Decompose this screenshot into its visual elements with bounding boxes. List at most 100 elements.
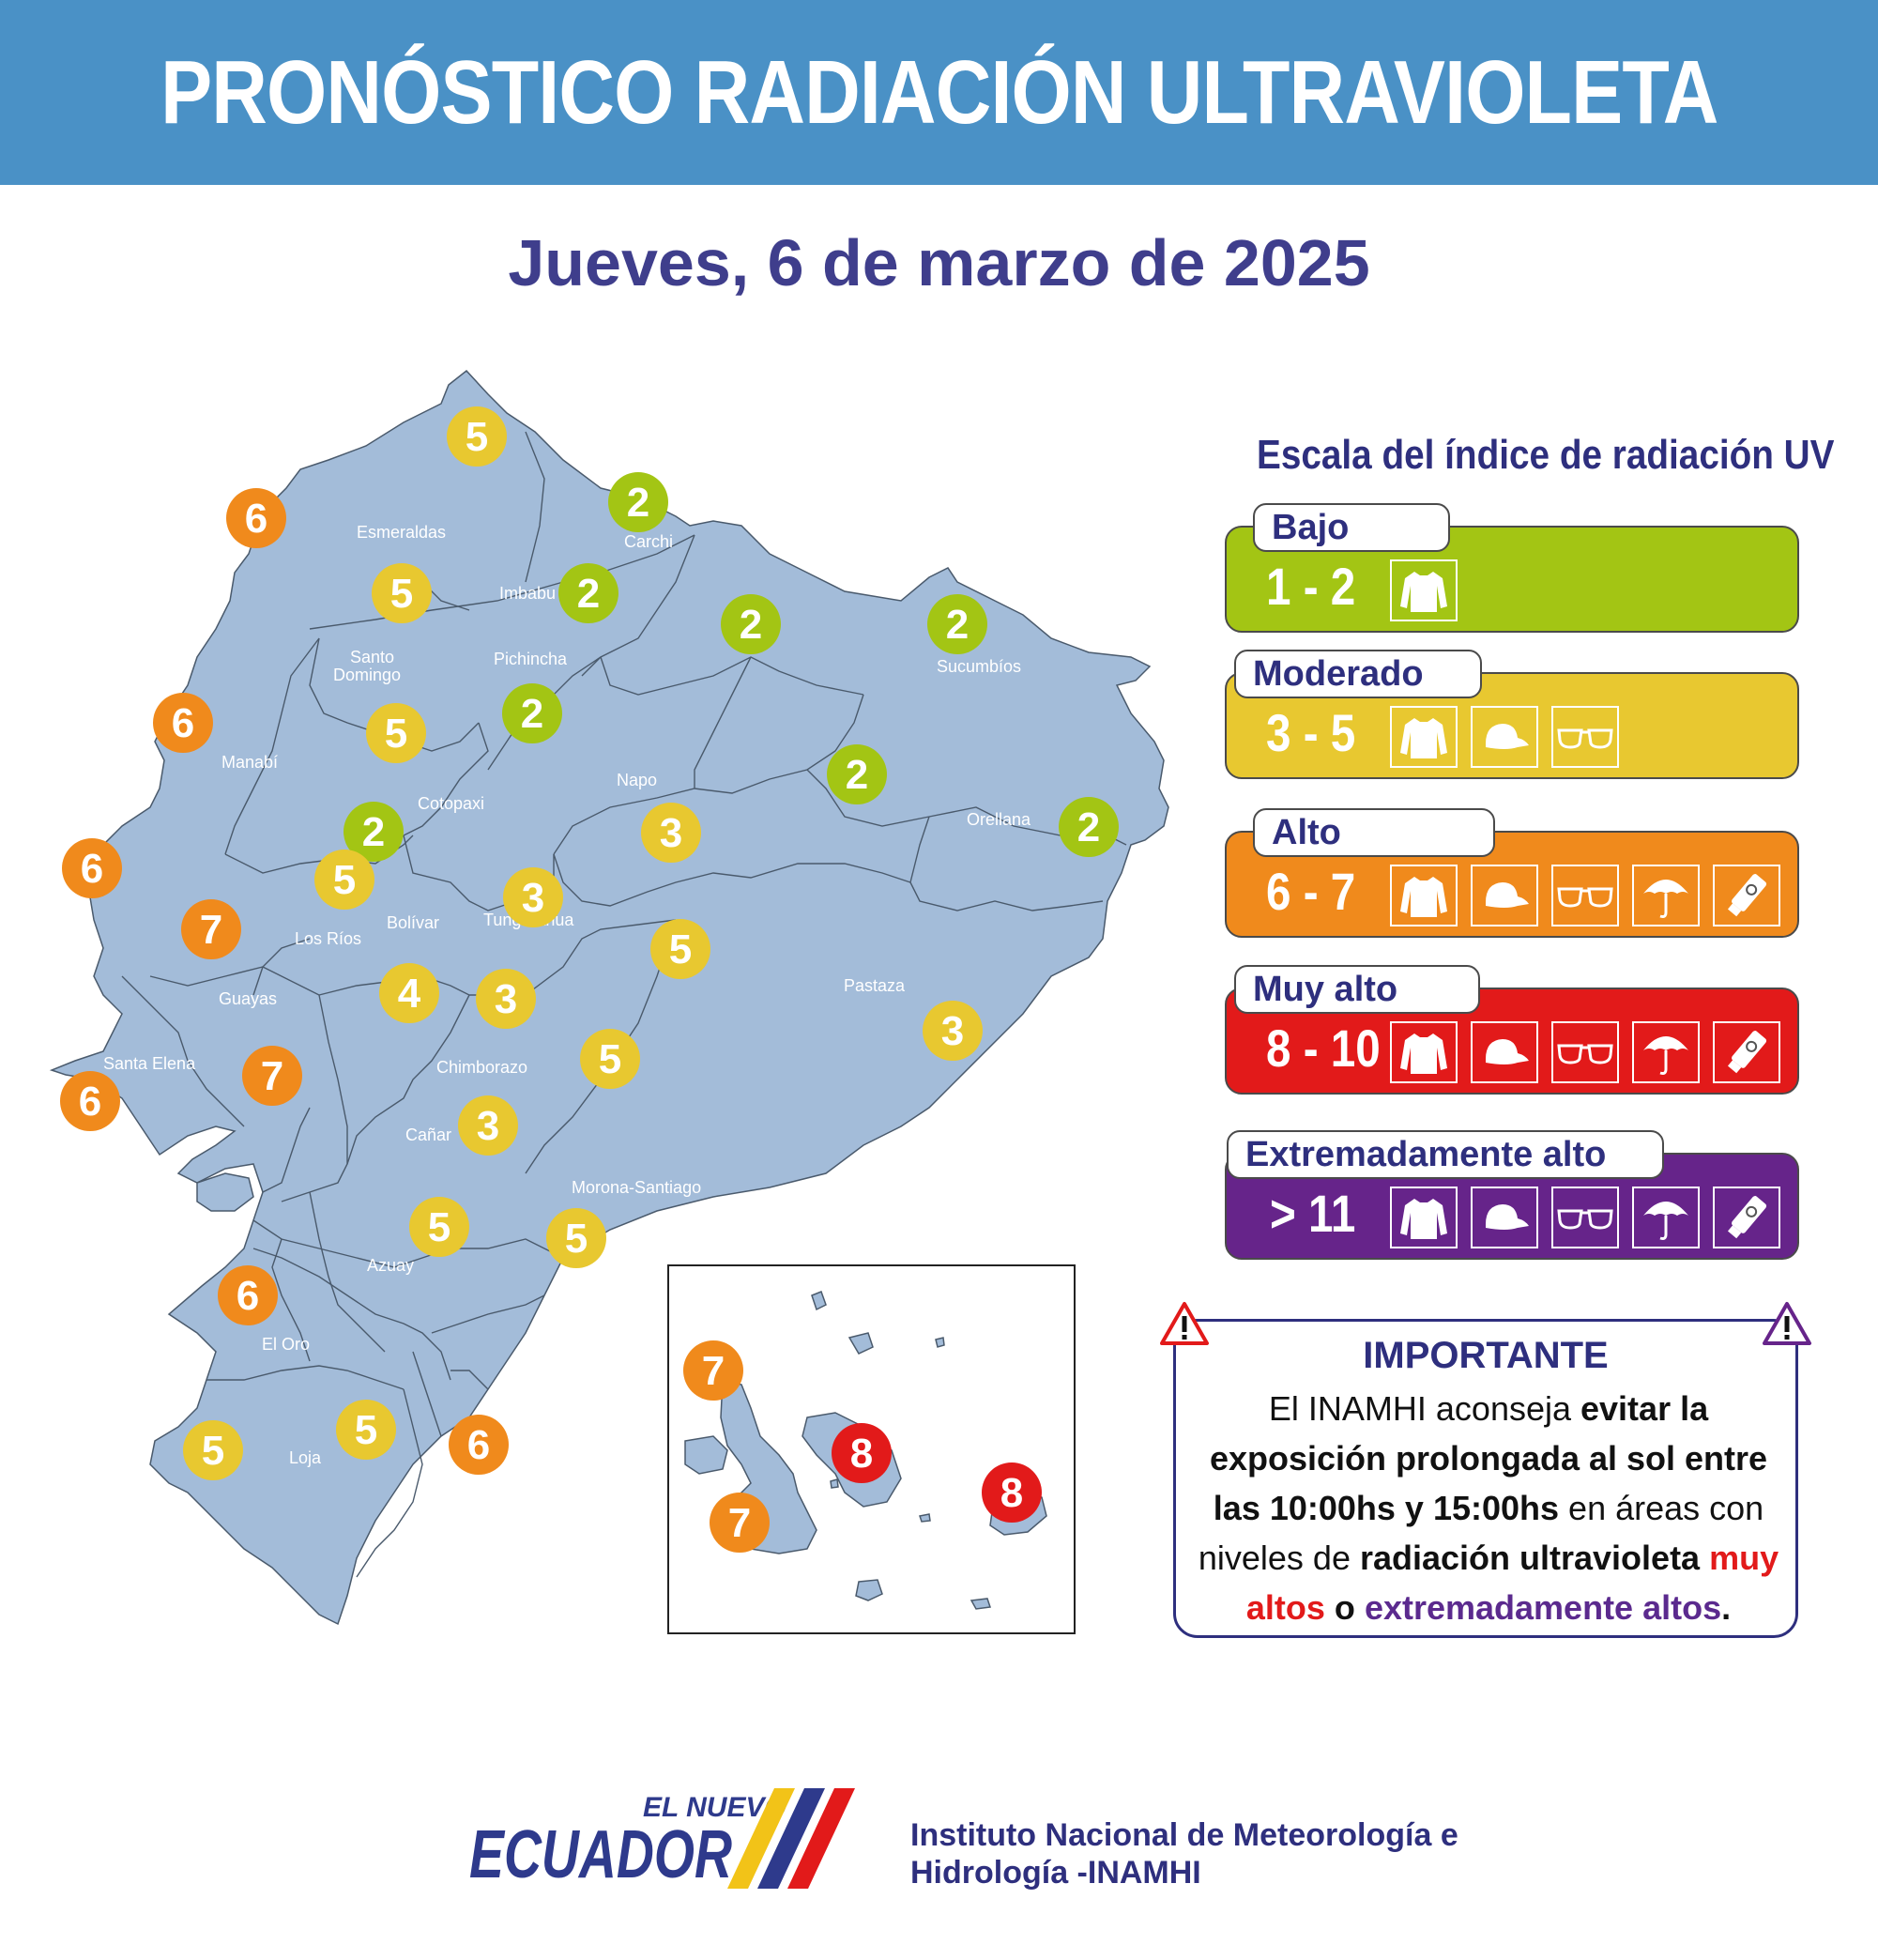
map-label: Azuay	[367, 1256, 414, 1275]
uv-marker: 2	[608, 472, 668, 532]
cap-icon	[1471, 706, 1538, 768]
uv-marker: 5	[447, 406, 507, 467]
uv-marker-circle	[982, 1462, 1042, 1523]
uv-marker-value: 8	[850, 1431, 873, 1477]
uv-marker-circle	[927, 594, 987, 654]
uv-marker: 3	[458, 1095, 518, 1156]
uv-marker-value: 7	[200, 907, 222, 953]
uv-marker-circle	[923, 1001, 983, 1061]
uv-marker-value: 2	[740, 602, 762, 648]
uv-marker-circle	[580, 1029, 640, 1089]
uv-marker-circle	[366, 703, 426, 763]
notice-bold-text: o	[1334, 1588, 1355, 1627]
uv-marker-value: 5	[333, 857, 356, 903]
uv-level-name: Muy alto	[1234, 965, 1480, 1014]
uv-marker: 3	[923, 1001, 983, 1061]
uv-marker-value: 6	[81, 846, 103, 892]
province-labels: Esmeraldas Carchi Imbabu Santo Domingo P…	[103, 523, 1031, 1538]
institute-line: Instituto Nacional de Meteorología e	[910, 1817, 1458, 1853]
cap-icon	[1471, 1021, 1538, 1083]
umbrella-icon	[1632, 1187, 1700, 1248]
uv-marker-value: 6	[237, 1273, 259, 1319]
uv-marker: 4	[379, 963, 439, 1023]
notice-bold-text: evitar la exposición prolongada al sol e…	[1209, 1389, 1768, 1527]
map-label: Sucumbíos	[937, 657, 1021, 676]
uv-level-range: 3 - 5	[1266, 703, 1356, 762]
uv-marker: 8	[832, 1423, 892, 1483]
map-label: Imbabu	[499, 584, 556, 603]
shirt-icon	[1390, 865, 1458, 926]
map-label: Orellana	[967, 810, 1031, 829]
el-nuevo-ecuador-logo: EL NUEVO ECUADOR	[469, 1788, 855, 1892]
sunglasses-icon	[1551, 706, 1619, 768]
uv-level-alto: Alto 6 - 7	[1225, 808, 1799, 938]
important-text: El INAMHI aconseja evitar la exposición …	[1195, 1384, 1782, 1632]
map-label: Chinchipe	[412, 1519, 487, 1538]
uv-marker-value: 6	[79, 1079, 101, 1125]
uv-marker-value: 2	[627, 480, 649, 526]
uv-marker-value: 3	[941, 1008, 964, 1054]
uv-marker: 8	[982, 1462, 1042, 1523]
uv-marker-value: 5	[466, 414, 488, 460]
uv-marker-value: 8	[1000, 1470, 1023, 1516]
uv-marker-value: 7	[261, 1053, 283, 1099]
uv-level-range: > 11	[1270, 1184, 1356, 1243]
uv-marker: 5	[650, 919, 710, 979]
map-label: Bolívar	[387, 913, 439, 932]
uv-marker: 7	[710, 1493, 770, 1553]
uv-marker-value: 5	[355, 1407, 377, 1453]
uv-marker-circle	[1059, 797, 1119, 857]
uv-marker-value: 2	[577, 571, 600, 617]
warning-icon	[1763, 1302, 1811, 1345]
ecuador-mainland	[49, 369, 1169, 1626]
uv-marker: 6	[62, 838, 122, 898]
notice-text	[1325, 1588, 1335, 1627]
sunglasses-icon	[1551, 1021, 1619, 1083]
umbrella-icon	[1632, 1021, 1700, 1083]
uv-marker-value: 6	[245, 496, 267, 542]
uv-marker: 5	[366, 703, 426, 763]
uv-marker-circle	[683, 1340, 743, 1401]
shirt-icon	[1390, 1187, 1458, 1248]
uv-marker-value: 3	[660, 810, 682, 856]
uv-level-name: Bajo	[1253, 503, 1450, 552]
map-label: Napo	[617, 771, 657, 789]
uv-marker-circle	[502, 683, 562, 743]
map-label: Morona-Santiago	[572, 1178, 701, 1197]
important-notice: IMPORTANTE El INAMHI aconseja evitar la …	[1173, 1319, 1798, 1638]
uv-marker: 5	[336, 1400, 396, 1460]
uv-marker-value: 3	[477, 1103, 499, 1149]
uv-level-name: Moderado	[1234, 650, 1482, 698]
uv-marker-circle	[827, 744, 887, 804]
uv-marker-circle	[372, 563, 432, 623]
uv-marker: 3	[641, 803, 701, 863]
uv-marker-value: 2	[946, 602, 969, 648]
uv-marker-value: 5	[428, 1204, 450, 1250]
uv-marker: 3	[476, 969, 536, 1029]
uv-marker-circle	[60, 1071, 120, 1131]
map-label: Domingo	[333, 666, 401, 684]
uv-marker: 5	[546, 1208, 606, 1268]
header-bar: PRONÓSTICO RADIACIÓN ULTRAVIOLETA	[0, 0, 1878, 185]
uv-marker-value: 7	[702, 1348, 725, 1394]
map-label: Santo	[350, 648, 394, 666]
uv-marker-value: 3	[495, 976, 517, 1022]
page-title: PRONÓSTICO RADIACIÓN ULTRAVIOLETA	[160, 41, 1718, 143]
uv-marker-value: 5	[599, 1036, 621, 1082]
cap-icon	[1471, 865, 1538, 926]
uv-marker-circle	[181, 899, 241, 959]
notice-text: El INAMHI aconseja	[1268, 1389, 1581, 1428]
uv-marker: 2	[502, 683, 562, 743]
uv-marker-value: 2	[846, 752, 868, 798]
uv-marker-value: 3	[522, 875, 544, 921]
uv-marker-value: 5	[202, 1428, 224, 1474]
uv-marker: 6	[226, 488, 286, 548]
uv-marker-circle	[344, 802, 404, 862]
uv-marker-circle	[650, 919, 710, 979]
uv-marker: 6	[153, 693, 213, 753]
cap-icon	[1471, 1187, 1538, 1248]
uv-marker: 2	[721, 594, 781, 654]
notice-text: en áreas con niveles de	[1198, 1489, 1764, 1577]
shirt-icon	[1390, 559, 1458, 621]
uv-marker-value: 6	[467, 1422, 490, 1468]
